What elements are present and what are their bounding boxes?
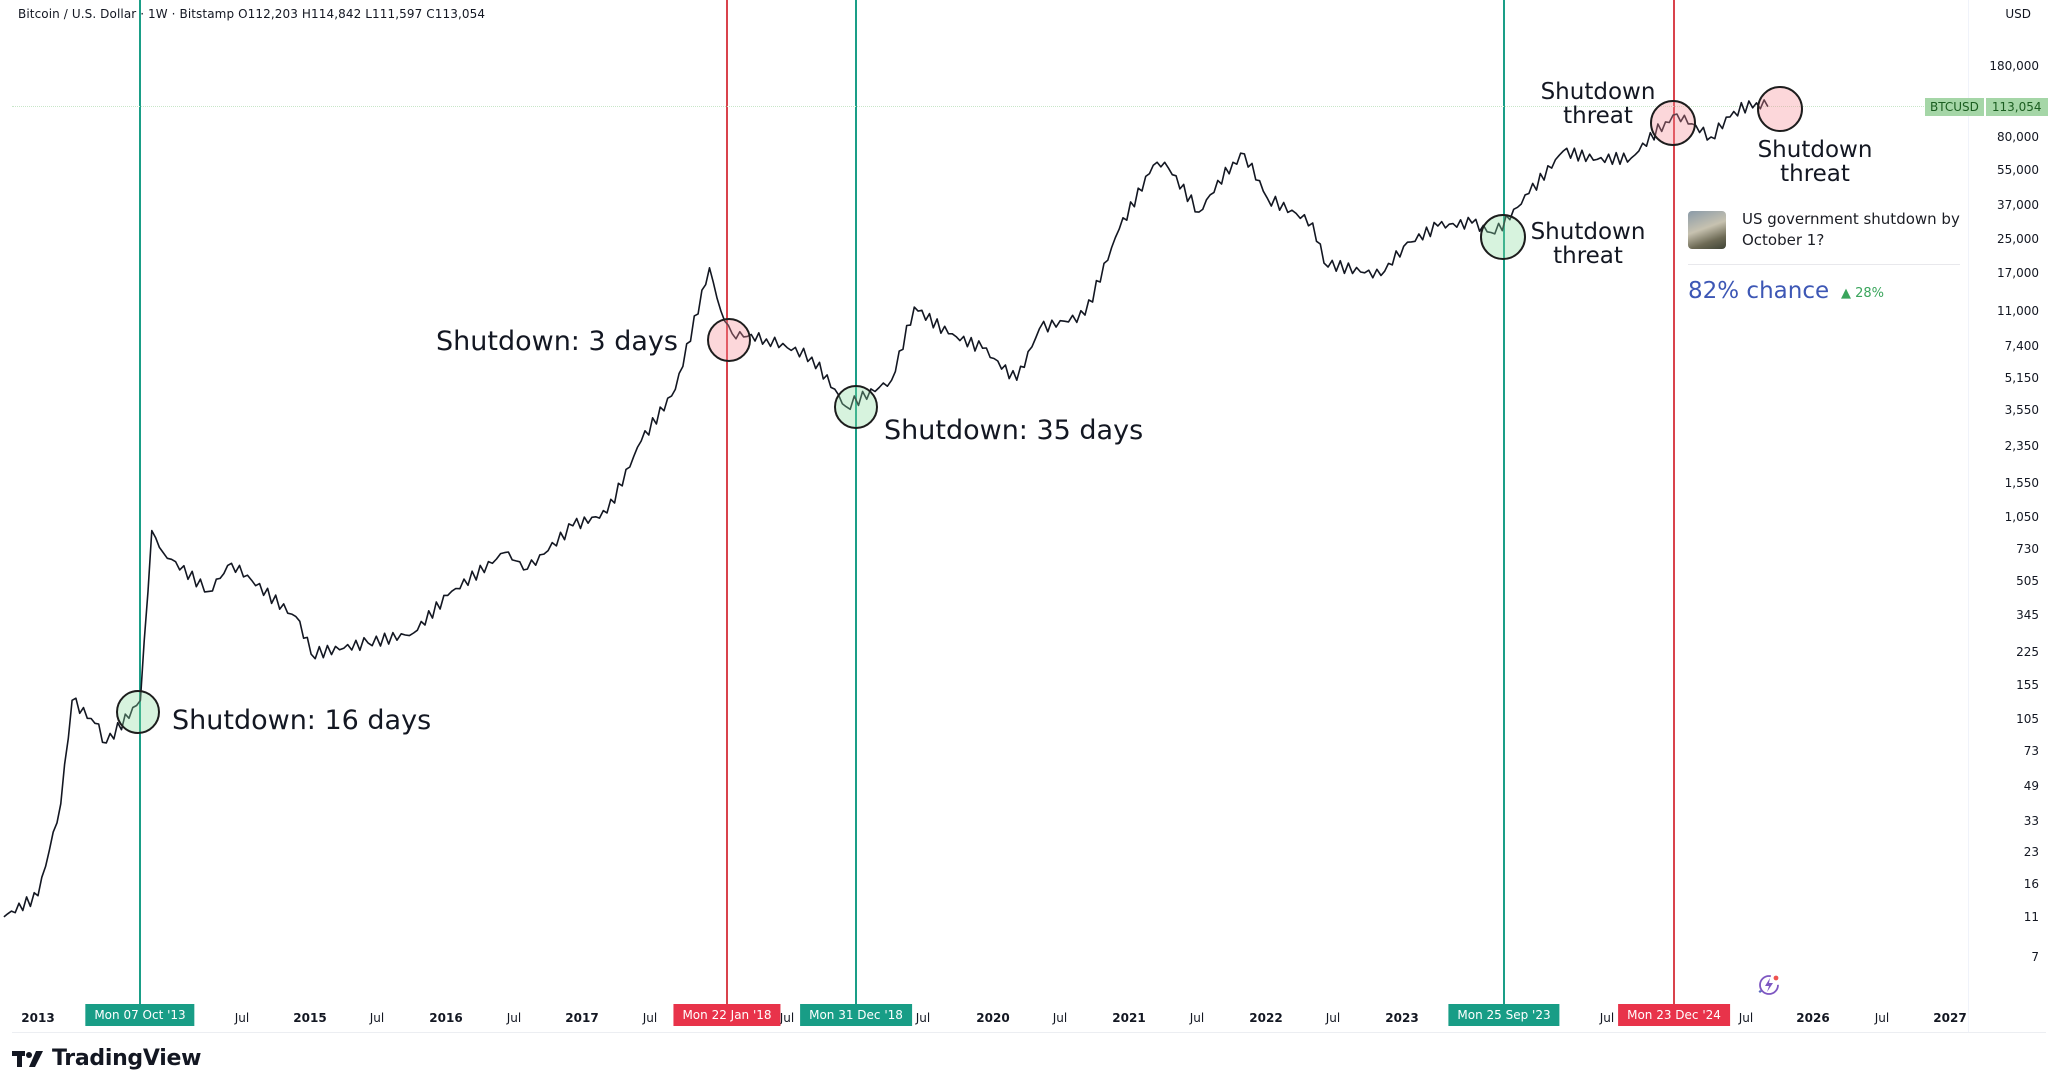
prediction-question: US government shutdown by October 1?	[1742, 210, 1960, 249]
time-axis[interactable]: 2013 Jul 2015 Jul 2016 Jul 2017 Jul Jul Jul 2020 Ju…	[12, 1004, 1968, 1032]
price-axis-label: 17,000	[1997, 265, 2039, 280]
price-axis-label: 1,550	[2004, 475, 2039, 490]
date-badge[interactable]: Mon 07 Oct '13	[85, 1004, 195, 1026]
price-axis-label: 505	[2016, 574, 2039, 589]
time-axis-tick: 2017	[565, 1011, 599, 1025]
time-axis-tick: 2013	[21, 1011, 55, 1025]
symbol-legend[interactable]: Bitcoin / U.S. Dollar · 1W · Bitstamp O1…	[18, 7, 485, 21]
time-axis-tick: Jul	[1325, 1011, 1341, 1025]
price-axis-label: 5,150	[2004, 370, 2039, 385]
annotation-threat-2024[interactable]: Shutdown threat	[1540, 79, 1656, 129]
price-axis-label: 55,000	[1997, 162, 2039, 177]
time-axis-tick: 2015	[293, 1011, 327, 1025]
annotation-shutdown-35-days[interactable]: Shutdown: 35 days	[884, 415, 1144, 446]
highlight-circle-dec-2024	[1650, 100, 1696, 146]
marker-line-dec-2024[interactable]	[1673, 0, 1675, 1026]
chart-pane[interactable]	[12, 0, 2046, 1033]
price-axis-label: 1,050	[2004, 510, 2039, 525]
date-badge[interactable]: Mon 25 Sep '23	[1448, 1004, 1560, 1026]
time-axis-tick: Jul	[1052, 1011, 1068, 1025]
annotation-shutdown-16-days[interactable]: Shutdown: 16 days	[172, 705, 432, 736]
time-axis-tick: Jul	[642, 1011, 658, 1025]
time-axis-tick: Jul	[1874, 1011, 1890, 1025]
time-axis-tick: Jul	[779, 1011, 795, 1025]
current-price-tag: BTCUSD 113,054	[1925, 98, 2048, 116]
highlight-circle-dec-2018	[834, 385, 878, 429]
time-axis-tick: 2023	[1385, 1011, 1419, 1025]
annotation-threat-2023[interactable]: Shutdown threat	[1530, 219, 1646, 269]
time-axis-tick: 2022	[1249, 1011, 1283, 1025]
price-axis[interactable]: USD 180,000 80,000 55,000 37,000 25,000 17,00…	[1968, 0, 2048, 1032]
price-axis-label: 23	[2023, 845, 2039, 860]
current-price-line	[12, 106, 1968, 107]
prediction-change: ▲ 28%	[1841, 286, 1884, 301]
time-axis-tick: 2016	[429, 1011, 463, 1025]
price-tag-value: 113,054	[1985, 98, 2048, 116]
time-axis-tick: 2021	[1112, 1011, 1146, 1025]
price-axis-label: 345	[2016, 607, 2039, 622]
price-axis-label: 37,000	[1997, 197, 2039, 212]
capitol-thumbnail-icon	[1688, 211, 1726, 249]
widget-divider	[1688, 264, 1960, 265]
annotation-threat-2025[interactable]: Shutdown threat	[1757, 137, 1873, 187]
tradingview-logo-icon	[12, 1050, 43, 1067]
highlight-circle-2013	[116, 690, 160, 734]
currency-label[interactable]: USD	[2005, 7, 2031, 21]
price-axis-label: 16	[2023, 877, 2039, 892]
annotation-shutdown-3-days[interactable]: Shutdown: 3 days	[436, 326, 678, 357]
prediction-change-value: 28%	[1855, 286, 1885, 301]
highlight-circle-jan-2018	[707, 318, 751, 362]
price-axis-label: 25,000	[1997, 232, 2039, 247]
time-axis-tick: Jul	[1738, 1011, 1754, 1025]
time-axis-tick: 2020	[976, 1011, 1010, 1025]
price-axis-label: 3,550	[2004, 403, 2039, 418]
price-axis-label: 7	[2031, 949, 2039, 964]
price-axis-label: 11,000	[1997, 304, 2039, 319]
marker-line-dec-2018[interactable]	[855, 0, 857, 1026]
date-badge[interactable]: Mon 31 Dec '18	[800, 1004, 912, 1026]
price-axis-label: 80,000	[1997, 130, 2039, 145]
logo-text: TradingView	[52, 1046, 202, 1071]
price-axis-label: 155	[2016, 677, 2039, 692]
time-axis-tick: Jul	[234, 1011, 250, 1025]
date-badge[interactable]: Mon 23 Dec '24	[1618, 1004, 1730, 1026]
price-axis-label: 105	[2016, 712, 2039, 727]
time-axis-tick: 2026	[1796, 1011, 1830, 1025]
time-axis-tick: Jul	[506, 1011, 522, 1025]
marker-line-jan-2018[interactable]	[726, 0, 728, 1026]
prediction-chance: 82% chance	[1688, 278, 1830, 304]
highlight-circle-2025	[1757, 86, 1803, 132]
lightning-refresh-icon[interactable]	[1756, 972, 1782, 998]
price-axis-label: 73	[2023, 743, 2039, 758]
highlight-circle-sep-2023	[1480, 214, 1526, 260]
time-axis-tick: Jul	[1599, 1011, 1615, 1025]
price-axis-label: 225	[2016, 645, 2039, 660]
time-axis-tick: Jul	[915, 1011, 931, 1025]
time-axis-tick: Jul	[1189, 1011, 1205, 1025]
price-axis-label: 2,350	[2004, 439, 2039, 454]
price-axis-label: 33	[2023, 813, 2039, 828]
price-axis-label: 730	[2016, 541, 2039, 556]
price-axis-label: 7,400	[2004, 338, 2039, 353]
price-axis-label: 49	[2023, 778, 2039, 793]
time-axis-tick: Jul	[369, 1011, 385, 1025]
time-axis-tick: 2027	[1933, 1011, 1967, 1025]
date-badge[interactable]: Mon 22 Jan '18	[673, 1004, 781, 1026]
price-tag-symbol: BTCUSD	[1925, 98, 1984, 116]
price-axis-label: 180,000	[1989, 58, 2039, 73]
marker-line-oct-2013[interactable]	[139, 0, 141, 1026]
triangle-up-icon: ▲	[1841, 286, 1851, 301]
marker-line-sep-2023[interactable]	[1503, 0, 1505, 1026]
legend-text: Bitcoin / U.S. Dollar · 1W · Bitstamp O1…	[18, 7, 486, 21]
price-axis-label: 11	[2023, 909, 2039, 924]
tradingview-logo[interactable]: TradingView	[12, 1046, 201, 1071]
